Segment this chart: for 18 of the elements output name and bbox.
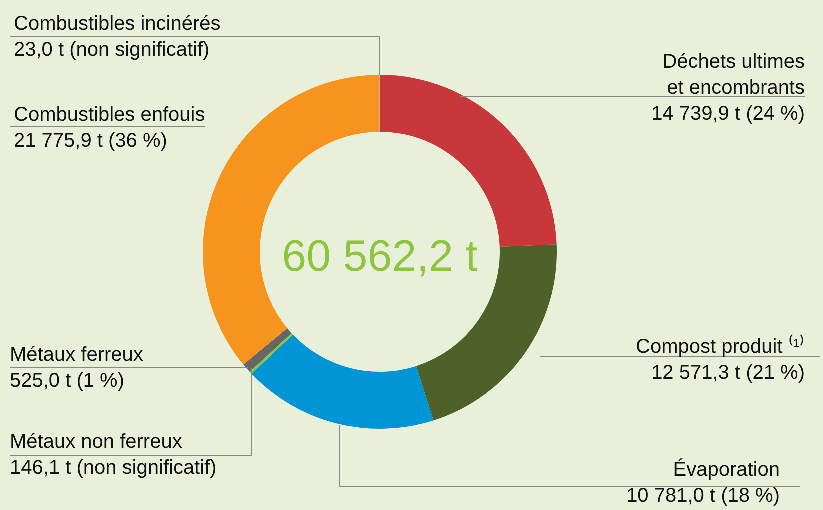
slice-label: Déchets ultimes et encombrants [662,51,805,99]
slice-label: Combustibles incinérés [14,13,221,35]
donut-slice [244,328,292,372]
slice-label: Métaux non ferreux [10,431,182,453]
data-label: 525,0 t (1 %) [10,370,125,392]
slice-label: Métaux ferreux [10,344,144,366]
slice-label: Compost produit ⁽¹⁾ [636,334,805,358]
donut-slice [250,333,294,374]
data-label: 23,0 t (non significatif) [14,39,210,61]
data-label: 14 739,9 t (24 %) [652,103,805,125]
slice-label: Évaporation [673,458,780,481]
data-label: 10 781,0 t (18 %) [626,485,780,507]
data-label: 21 775,9 t (36 %) [14,130,168,152]
data-label: 146,1 t (non significatif) [10,457,217,479]
donut-slice [252,334,434,429]
data-label: 12 571,3 t (21 %) [652,362,805,384]
text: 60 562,2 t [282,232,478,281]
slice-label: Combustibles enfouis [14,104,206,126]
